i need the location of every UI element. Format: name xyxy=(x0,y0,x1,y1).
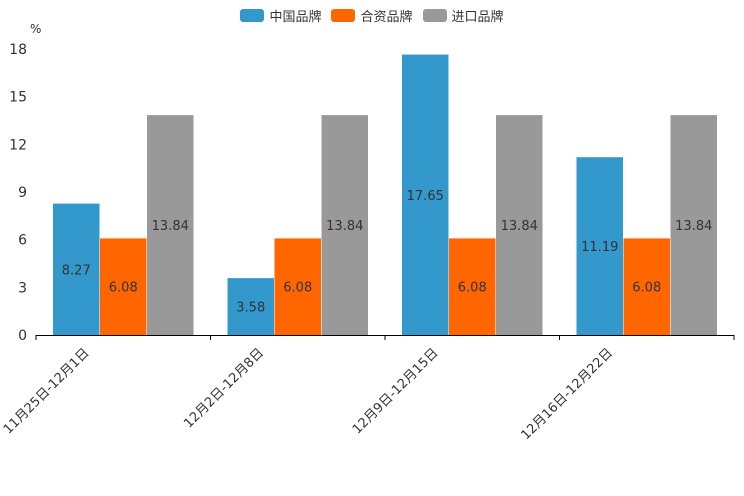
bar-s0-c2 xyxy=(402,54,449,336)
bar-s0-c1 xyxy=(227,278,274,335)
y-tick-label-0: 0 xyxy=(18,328,27,344)
y-tick-label-6: 18 xyxy=(9,42,27,58)
bar-s1-c2 xyxy=(449,238,496,335)
legend-label-jv-brand: 合资品牌 xyxy=(360,10,413,25)
y-tick-label-1: 3 xyxy=(18,280,27,296)
data-label-s2-c0: 13.84 xyxy=(152,219,189,234)
data-label-s2-c1: 13.84 xyxy=(326,219,363,234)
x-tick-label-3: 12月16日-12月22日 xyxy=(519,346,616,443)
bar-s0-c0 xyxy=(53,203,100,335)
data-label-s1-c1: 6.08 xyxy=(283,281,312,296)
bar-s2-c2 xyxy=(496,115,543,335)
data-label-s0-c2: 17.65 xyxy=(407,189,444,204)
bar-s1-c3 xyxy=(623,238,670,335)
data-label-s2-c2: 13.84 xyxy=(501,219,538,234)
data-label-s1-c3: 6.08 xyxy=(632,281,661,296)
bar-s2-c0 xyxy=(147,115,194,335)
bar-s1-c0 xyxy=(100,238,147,335)
data-label-s1-c0: 6.08 xyxy=(109,281,138,296)
bar-s0-c3 xyxy=(576,157,623,335)
legend-item-jv-brand[interactable]: 合资品牌 xyxy=(331,6,413,25)
x-tick-label-1: 12月2日-12月8日 xyxy=(181,346,267,432)
data-label-s1-c2: 6.08 xyxy=(458,281,487,296)
y-tick-label-5: 15 xyxy=(9,90,27,106)
data-label-s0-c3: 11.19 xyxy=(581,240,618,255)
legend-item-china-brand[interactable]: 中国品牌 xyxy=(240,6,321,25)
y-tick-label-2: 6 xyxy=(18,233,27,249)
data-label-s0-c0: 8.27 xyxy=(62,263,91,278)
y-tick-label-3: 9 xyxy=(18,185,27,201)
legend-swatch-import-brand xyxy=(422,9,447,22)
bar-s1-c1 xyxy=(274,238,321,335)
legend-swatch-jv-brand xyxy=(331,9,356,22)
data-label-s0-c1: 3.58 xyxy=(236,301,265,316)
y-unit-label: % xyxy=(30,22,42,36)
x-tick-label-0: 11月25日-12月1日 xyxy=(1,346,93,438)
legend: 中国品牌 合资品牌 进口品牌 xyxy=(0,6,744,25)
x-tick-label-2: 12月9日-12月15日 xyxy=(350,346,442,438)
data-label-s2-c3: 13.84 xyxy=(675,219,712,234)
legend-label-import-brand: 进口品牌 xyxy=(451,10,504,25)
bar-s2-c3 xyxy=(670,115,717,335)
legend-item-import-brand[interactable]: 进口品牌 xyxy=(422,6,504,25)
legend-swatch-china-brand xyxy=(240,9,265,22)
bar-s2-c1 xyxy=(321,115,368,335)
y-tick-label-4: 12 xyxy=(9,137,27,153)
legend-label-china-brand: 中国品牌 xyxy=(269,10,322,25)
